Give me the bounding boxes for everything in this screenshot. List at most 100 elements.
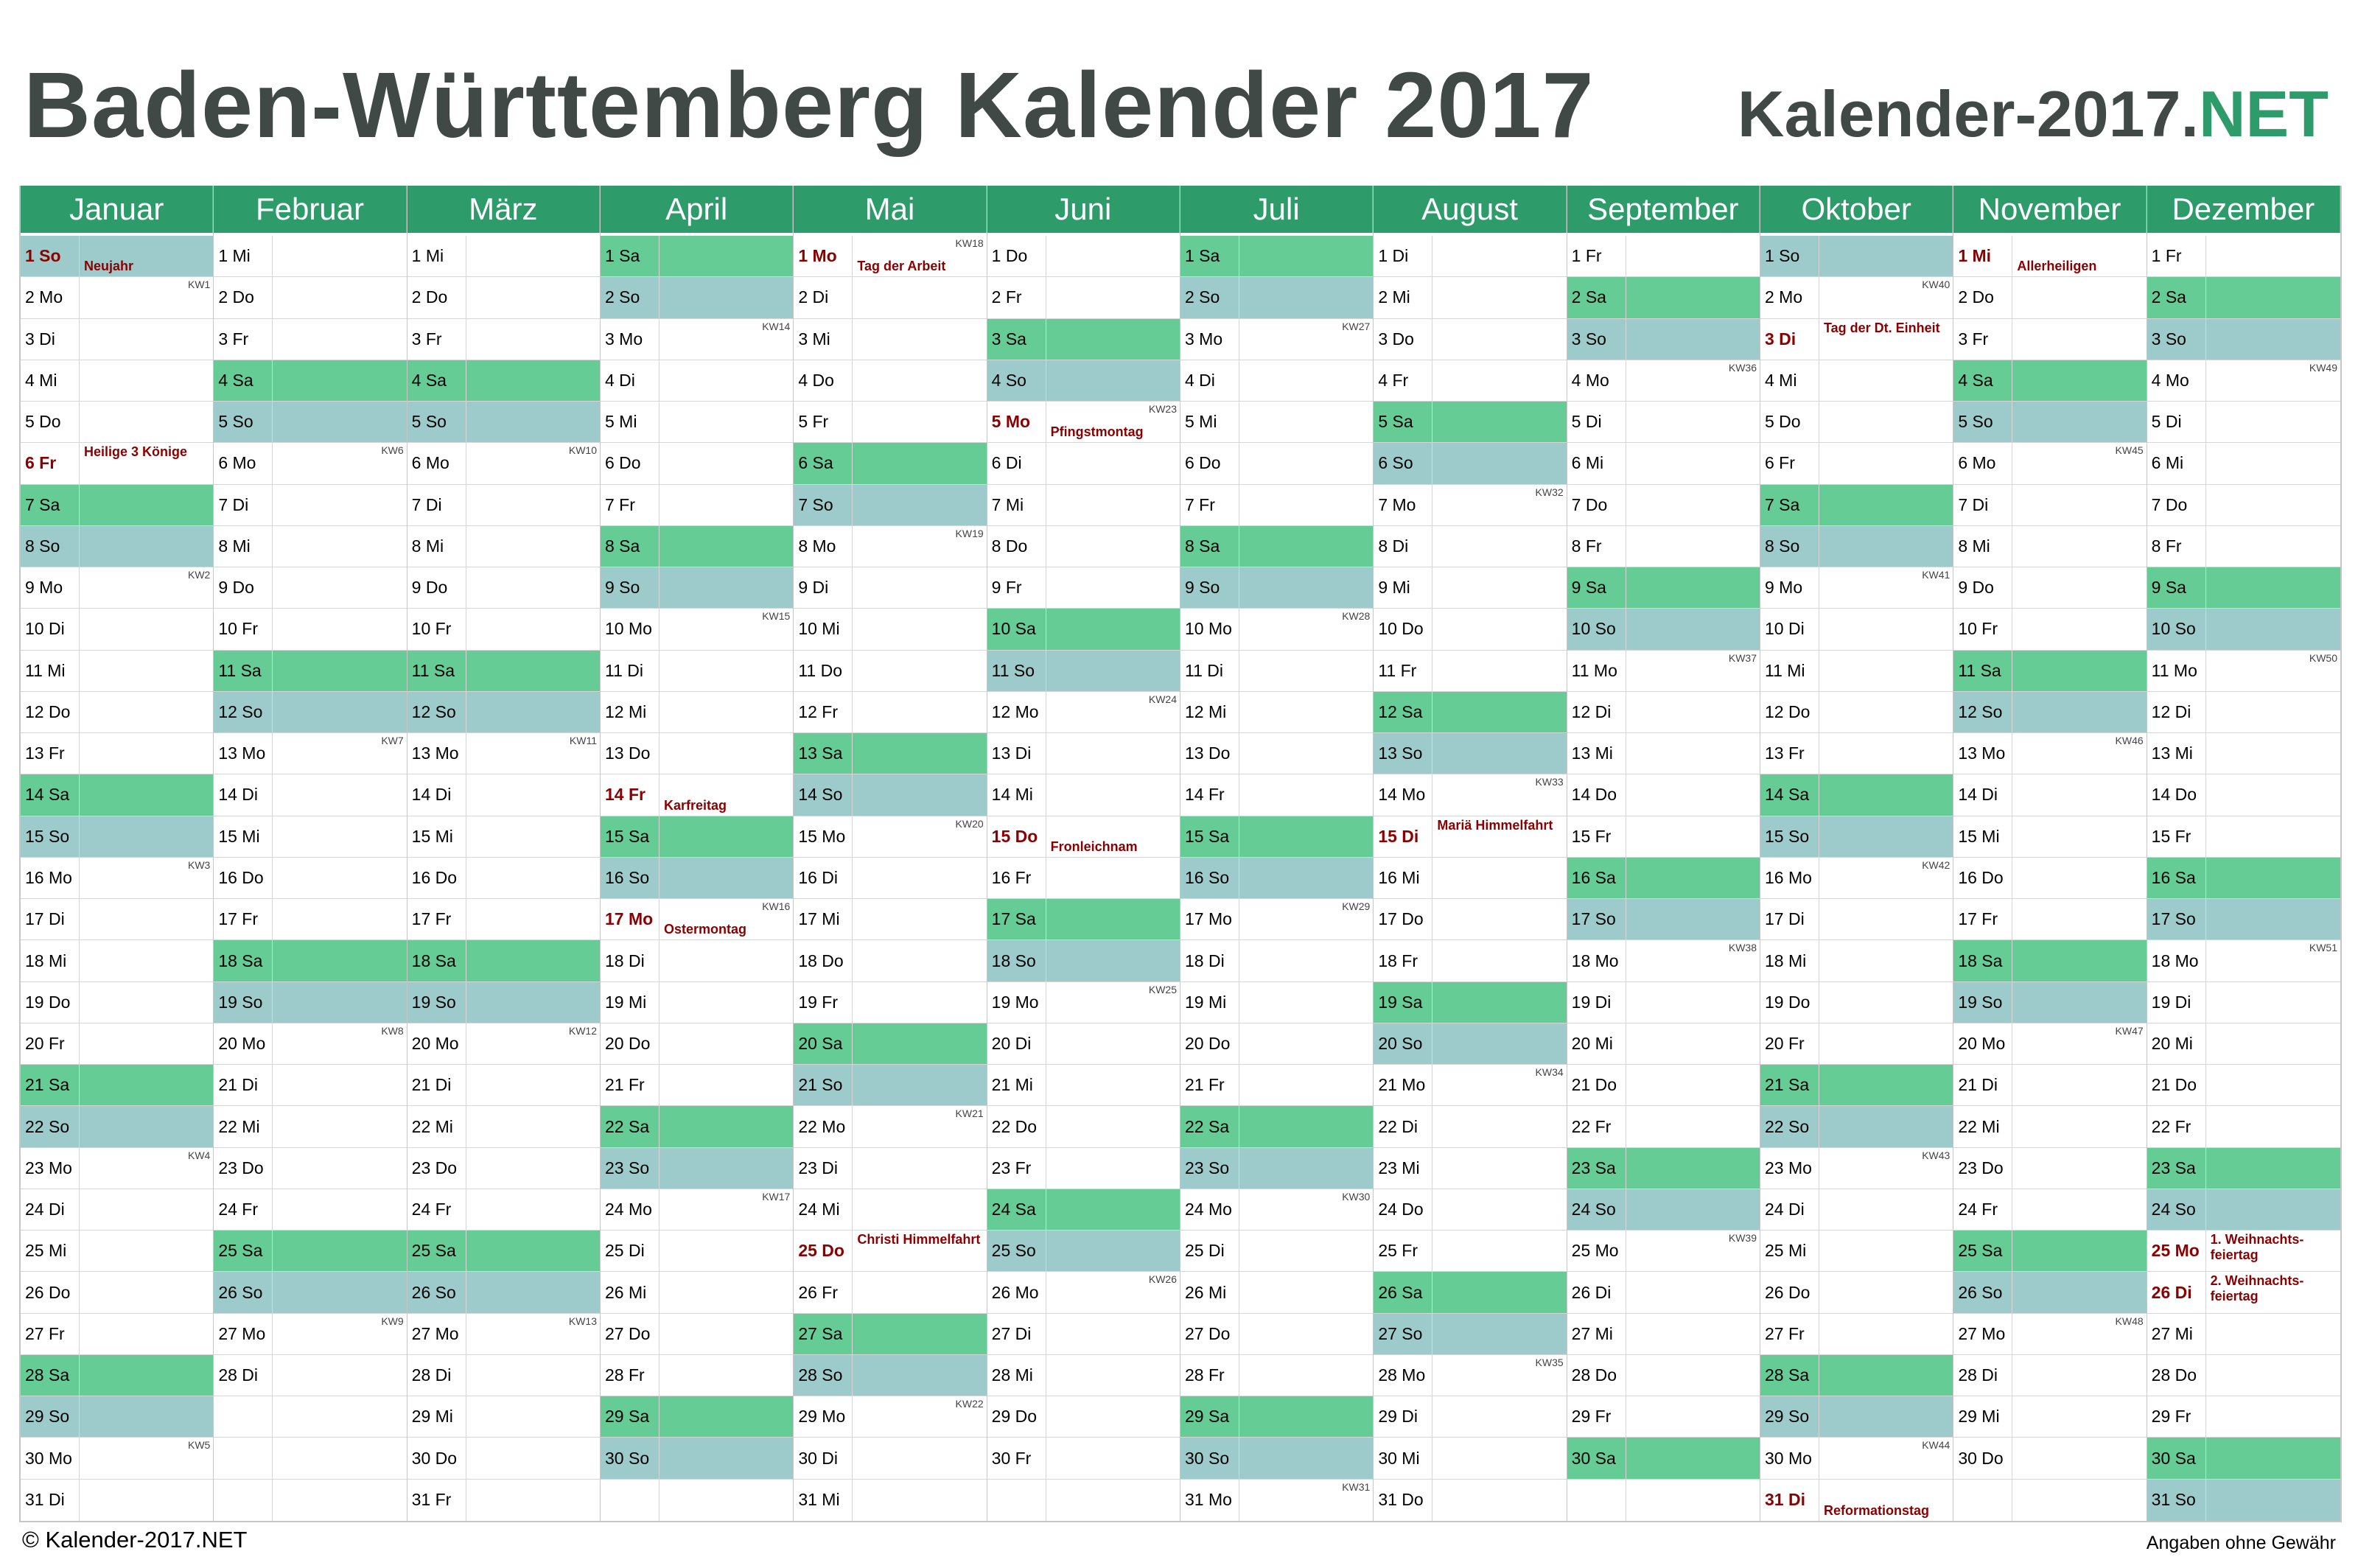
day-row: 11 Sa	[1953, 650, 2147, 692]
day-info-cell	[660, 692, 793, 732]
day-label: 2 Do	[1953, 277, 2013, 318]
day-label: 21 Di	[1953, 1065, 2013, 1106]
day-row: 19 Do	[21, 981, 214, 1023]
month-column: Juni 1 Do 2 Fr 3 Sa 4 So 5 Mo Pfingstmontag KW2…	[987, 186, 1180, 1521]
day-label: 2 Di	[794, 277, 853, 318]
month-column: September 1 Fr 2 Sa 3 So 4 Mo KW36 5 Di 6 Mi 7 D…	[1567, 186, 1760, 1521]
day-label: 5 So	[1953, 402, 2013, 443]
week-number: KW42	[1922, 858, 1951, 871]
day-row: 8 Di	[1374, 525, 1567, 568]
day-info-cell	[1626, 526, 1760, 567]
day-label: 7 So	[794, 484, 853, 525]
day-info-cell	[660, 1065, 793, 1105]
day-label: 25 Di	[1180, 1231, 1239, 1272]
week-number: KW48	[2115, 1315, 2144, 1327]
day-row: 20 Mo KW12	[407, 1023, 600, 1065]
day-label: 30 Mo	[1760, 1438, 1819, 1479]
day-info-cell	[1626, 1438, 1760, 1479]
day-row: 16 Sa	[1567, 857, 1760, 900]
day-row: 23 Mo KW4	[21, 1147, 214, 1189]
day-row: 1 So	[1760, 236, 1953, 278]
day-label: 17 Mi	[794, 899, 853, 940]
day-label: 15 Fr	[2147, 816, 2206, 857]
day-label: 17 Mo	[601, 899, 660, 940]
day-row: 30 Sa	[2147, 1438, 2340, 1480]
day-row: 24 Di	[21, 1189, 214, 1231]
day-row: 4 Sa	[407, 360, 600, 402]
day-label: 15 Mi	[407, 816, 466, 857]
day-info-cell	[660, 1147, 794, 1189]
day-label: 11 So	[987, 650, 1046, 691]
day-row: 27 Sa	[794, 1313, 987, 1355]
day-label: 15 Mi	[214, 816, 273, 857]
day-label: 4 Do	[794, 360, 853, 402]
day-info-cell	[2205, 1147, 2340, 1189]
day-row: 12 Fr	[794, 691, 987, 734]
day-info-cell	[1432, 1272, 1567, 1313]
day-info-cell	[80, 899, 213, 939]
day-info-cell	[1046, 899, 1180, 940]
day-info-cell	[1432, 1023, 1567, 1065]
day-label: 9 Sa	[2147, 567, 2206, 609]
day-info-cell	[80, 982, 213, 1023]
day-info-cell	[273, 1231, 407, 1272]
day-info-cell	[2012, 816, 2146, 857]
day-label	[214, 1438, 273, 1479]
day-row: 8 Fr	[2147, 525, 2340, 568]
day-label: 16 Mo	[21, 857, 80, 899]
day-row: 10 Di	[21, 609, 214, 651]
day-label: 18 Sa	[1953, 940, 2013, 981]
day-label: 24 Fr	[407, 1189, 466, 1231]
day-row: 5 Mi	[601, 402, 794, 444]
day-info-cell	[660, 485, 793, 525]
day-info-cell: KW39	[1626, 1231, 1760, 1271]
day-label: 21 Mo	[1374, 1065, 1433, 1106]
holiday-name: Christi Himmelfahrt	[857, 1232, 981, 1247]
day-info-cell	[1626, 485, 1760, 525]
day-info-cell	[466, 1438, 600, 1478]
day-info-cell	[273, 1355, 406, 1396]
day-info-cell	[80, 1480, 213, 1521]
day-info-cell: KW27	[1239, 319, 1373, 360]
day-row: 21 Di	[1953, 1065, 2147, 1107]
day-row: 20 Fr	[21, 1023, 214, 1065]
month-header: August	[1374, 186, 1567, 233]
day-label: 12 Di	[2147, 691, 2206, 733]
day-row: 9 Fr	[987, 567, 1180, 609]
day-info-cell	[1432, 1480, 1566, 1521]
day-label: 1 Fr	[1567, 236, 1626, 277]
day-label: 30 So	[1180, 1438, 1239, 1479]
day-label: 3 Fr	[407, 318, 466, 360]
day-info-cell	[1819, 402, 1953, 442]
day-label: 19 So	[1953, 981, 2013, 1023]
day-label: 6 Fr	[1760, 443, 1819, 484]
day-row: 4 Di	[1180, 360, 1374, 402]
day-info-cell: KW20	[853, 816, 986, 857]
day-label: 2 Sa	[1567, 277, 1626, 318]
week-number: KW50	[2309, 651, 2337, 664]
day-label: 24 Sa	[987, 1189, 1046, 1231]
day-info-cell	[1626, 402, 1760, 442]
day-row: 12 Mo KW24	[987, 691, 1180, 734]
day-label: 1 Mo	[794, 236, 853, 277]
day-label: 11 Di	[1180, 650, 1239, 691]
day-label: 30 Sa	[1567, 1438, 1626, 1479]
day-info-cell	[273, 319, 406, 360]
day-info-cell	[1046, 1189, 1180, 1231]
day-info-cell	[1239, 1355, 1373, 1396]
day-row: 4 Mi	[21, 360, 214, 402]
day-info-cell: KW49	[2206, 360, 2340, 401]
day-row: 2 Do	[407, 277, 600, 319]
day-label: 28 Di	[214, 1354, 273, 1396]
day-label: 1 Mi	[407, 236, 466, 277]
day-info-cell: Karfreitag	[660, 774, 793, 815]
day-label: 19 Do	[1760, 981, 1819, 1023]
day-row: 2 Sa	[2147, 277, 2340, 319]
day-row: 27 Mi	[2147, 1313, 2340, 1355]
day-info-cell	[1626, 1189, 1760, 1231]
day-label: 4 Fr	[1374, 360, 1433, 402]
day-row: 16 So	[601, 857, 794, 900]
day-info-cell	[2012, 774, 2146, 815]
day-label: 7 Di	[407, 484, 466, 525]
day-info-cell	[853, 1313, 987, 1354]
